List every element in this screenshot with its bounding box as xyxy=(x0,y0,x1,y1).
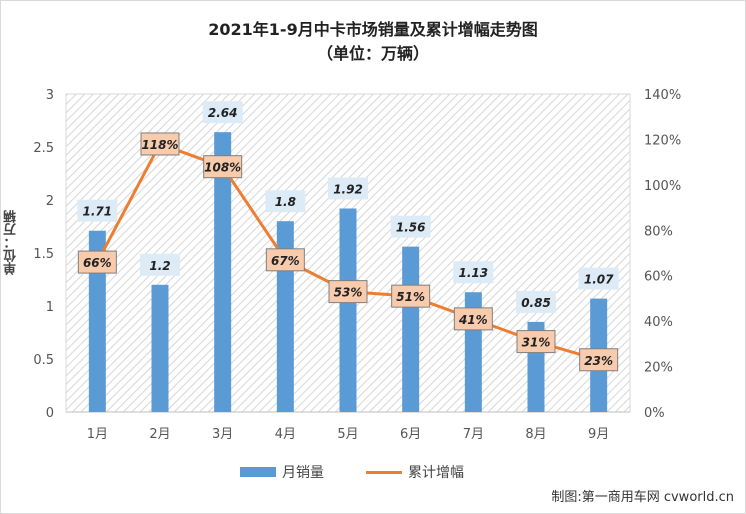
bar-label-box xyxy=(390,215,431,238)
bar xyxy=(402,246,420,412)
line-label-box xyxy=(265,248,305,272)
legend-item-bars: 月销量 xyxy=(240,462,324,482)
line-label-box xyxy=(328,280,368,304)
line-label-box xyxy=(140,132,180,156)
line-label-box xyxy=(516,330,556,354)
x-tick-label: 7月 xyxy=(463,427,484,442)
y2-tick-label: 20% xyxy=(644,361,673,376)
y2-tick-label: 80% xyxy=(644,224,673,239)
y-tick-label: 2.5 xyxy=(33,141,54,156)
bar-value-label: 1.92 xyxy=(333,182,363,196)
line-label-box xyxy=(203,155,243,179)
legend-item-line: 累计增幅 xyxy=(366,462,464,482)
bar-value-label: 0.85 xyxy=(521,296,551,310)
x-tick-label: 6月 xyxy=(400,427,421,442)
bar-value-label: 1.8 xyxy=(275,195,296,209)
x-tick-label: 1月 xyxy=(87,427,108,442)
bar-value-label: 1.56 xyxy=(396,221,426,235)
line-value-label: 51% xyxy=(396,290,425,304)
x-tick-label: 2月 xyxy=(149,427,170,442)
x-tick-label: 4月 xyxy=(275,427,296,442)
y-tick-label: 0.5 xyxy=(33,353,54,368)
x-tick-label: 3月 xyxy=(212,427,233,442)
y2-tick-label: 40% xyxy=(644,315,673,330)
x-tick-label: 9月 xyxy=(588,427,609,442)
bar-label-box xyxy=(328,177,368,200)
line-value-label: 53% xyxy=(334,286,363,300)
y2-tick-label: 60% xyxy=(644,270,673,285)
bar-value-label: 1.13 xyxy=(459,266,489,280)
chart-subtitle: （单位：万辆） xyxy=(316,44,429,63)
line-value-label: 31% xyxy=(522,336,551,350)
y-tick-label: 1.5 xyxy=(33,247,54,262)
bar xyxy=(339,208,357,412)
y-tick-label: 3 xyxy=(46,88,54,103)
line-value-label: 67% xyxy=(271,254,300,268)
bar-value-label: 1.07 xyxy=(584,273,614,287)
bar-label-box xyxy=(77,199,118,222)
legend: 月销量 累计增幅 xyxy=(240,462,464,482)
bar-value-label: 2.64 xyxy=(208,106,238,120)
line-label-box xyxy=(453,307,493,331)
x-tick-label: 8月 xyxy=(525,427,546,442)
bar-label-box xyxy=(202,101,243,124)
bar xyxy=(88,230,106,412)
source-credit: 制图:第一商用车网 cvworld.cn xyxy=(551,490,734,505)
line-value-label: 108% xyxy=(204,161,241,175)
bar-value-label: 1.71 xyxy=(83,205,113,219)
chart-title: 2021年1-9月中卡市场销量及累计增幅走势图 xyxy=(208,20,538,39)
line-value-label: 23% xyxy=(584,354,613,368)
y2-tick-label: 0% xyxy=(644,406,665,421)
legend-label-bars: 月销量 xyxy=(282,465,324,481)
legend-swatch-line xyxy=(366,470,402,474)
y2-tick-label: 120% xyxy=(644,133,681,148)
bar-label-box xyxy=(453,261,494,284)
line-value-label: 66% xyxy=(83,256,112,270)
bar-label-box xyxy=(140,253,180,276)
bar-label-box xyxy=(578,267,619,290)
y2-tick-label: 100% xyxy=(644,179,681,194)
y-tick-label: 2 xyxy=(46,194,54,209)
line-label-box xyxy=(579,348,619,372)
y-tick-label: 1 xyxy=(46,300,54,315)
line-value-label: 118% xyxy=(141,138,178,152)
line-value-label: 41% xyxy=(458,313,488,327)
line-label-box xyxy=(391,284,431,308)
legend-swatch-bars xyxy=(240,467,276,477)
y2-tick-label: 140% xyxy=(644,88,681,103)
x-tick-label: 5月 xyxy=(337,427,358,442)
bar xyxy=(151,284,169,412)
bar-value-label: 1.2 xyxy=(149,259,170,273)
bar-label-box xyxy=(516,290,556,313)
bar xyxy=(214,132,232,412)
y-tick-label: 0 xyxy=(46,406,54,421)
line-label-box xyxy=(77,250,117,274)
bar-label-box xyxy=(265,190,306,213)
legend-label-line: 累计增幅 xyxy=(408,465,464,481)
